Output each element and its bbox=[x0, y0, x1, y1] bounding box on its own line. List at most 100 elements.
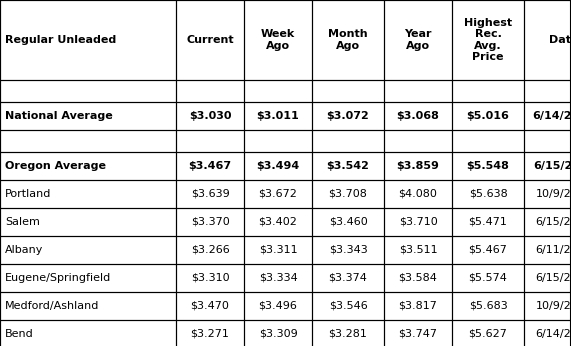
Bar bbox=[244, 130, 312, 152]
Bar bbox=[452, 102, 524, 130]
Text: 6/15/2022: 6/15/2022 bbox=[536, 273, 571, 283]
Text: $5.016: $5.016 bbox=[467, 111, 509, 121]
Bar bbox=[384, 0, 452, 80]
Bar bbox=[524, 152, 571, 180]
Text: $5.627: $5.627 bbox=[469, 329, 508, 339]
Bar bbox=[176, 180, 244, 208]
Text: $3.266: $3.266 bbox=[191, 245, 230, 255]
Bar bbox=[452, 236, 524, 264]
Bar bbox=[244, 0, 312, 80]
Text: 6/15/2022: 6/15/2022 bbox=[533, 161, 571, 171]
Bar bbox=[176, 0, 244, 80]
Text: $5.683: $5.683 bbox=[469, 301, 508, 311]
Text: Month
Ago: Month Ago bbox=[328, 29, 368, 51]
Bar bbox=[524, 80, 571, 102]
Text: $3.710: $3.710 bbox=[399, 217, 437, 227]
Text: $3.467: $3.467 bbox=[188, 161, 232, 171]
Text: $3.309: $3.309 bbox=[259, 329, 297, 339]
Bar bbox=[524, 0, 571, 80]
Text: Salem: Salem bbox=[5, 217, 40, 227]
Text: $3.584: $3.584 bbox=[399, 273, 437, 283]
Bar bbox=[312, 208, 384, 236]
Bar bbox=[384, 130, 452, 152]
Bar bbox=[176, 292, 244, 320]
Text: $3.747: $3.747 bbox=[399, 329, 437, 339]
Text: $3.546: $3.546 bbox=[329, 301, 367, 311]
Bar bbox=[0, 236, 176, 264]
Text: Regular Unleaded: Regular Unleaded bbox=[5, 35, 116, 45]
Bar bbox=[0, 130, 176, 152]
Text: $3.072: $3.072 bbox=[327, 111, 369, 121]
Bar bbox=[244, 292, 312, 320]
Bar bbox=[244, 320, 312, 346]
Text: Date: Date bbox=[549, 35, 571, 45]
Bar bbox=[312, 320, 384, 346]
Text: $3.068: $3.068 bbox=[397, 111, 440, 121]
Bar bbox=[244, 236, 312, 264]
Bar bbox=[384, 208, 452, 236]
Text: $3.030: $3.030 bbox=[189, 111, 231, 121]
Text: $3.402: $3.402 bbox=[259, 217, 297, 227]
Text: Medford/Ashland: Medford/Ashland bbox=[5, 301, 99, 311]
Text: Oregon Average: Oregon Average bbox=[5, 161, 106, 171]
Bar bbox=[524, 292, 571, 320]
Text: Portland: Portland bbox=[5, 189, 51, 199]
Bar bbox=[244, 264, 312, 292]
Bar bbox=[0, 80, 176, 102]
Bar bbox=[176, 208, 244, 236]
Bar bbox=[0, 152, 176, 180]
Text: $3.011: $3.011 bbox=[256, 111, 299, 121]
Bar bbox=[244, 208, 312, 236]
Text: $3.470: $3.470 bbox=[191, 301, 230, 311]
Bar bbox=[0, 264, 176, 292]
Bar bbox=[384, 80, 452, 102]
Text: $3.343: $3.343 bbox=[329, 245, 367, 255]
Text: $3.460: $3.460 bbox=[329, 217, 367, 227]
Bar bbox=[452, 152, 524, 180]
Bar bbox=[0, 292, 176, 320]
Bar bbox=[524, 180, 571, 208]
Text: $3.374: $3.374 bbox=[328, 273, 367, 283]
Text: $5.638: $5.638 bbox=[469, 189, 508, 199]
Text: $4.080: $4.080 bbox=[399, 189, 437, 199]
Bar bbox=[452, 0, 524, 80]
Bar bbox=[452, 264, 524, 292]
Bar bbox=[176, 102, 244, 130]
Bar bbox=[0, 208, 176, 236]
Bar bbox=[384, 264, 452, 292]
Text: Year
Ago: Year Ago bbox=[404, 29, 432, 51]
Text: $3.859: $3.859 bbox=[397, 161, 440, 171]
Text: $3.494: $3.494 bbox=[256, 161, 300, 171]
Bar bbox=[312, 152, 384, 180]
Bar bbox=[244, 80, 312, 102]
Bar bbox=[176, 152, 244, 180]
Text: $3.311: $3.311 bbox=[259, 245, 297, 255]
Text: 10/9/2022: 10/9/2022 bbox=[536, 301, 571, 311]
Bar bbox=[312, 130, 384, 152]
Bar bbox=[244, 180, 312, 208]
Bar bbox=[312, 264, 384, 292]
Text: $3.310: $3.310 bbox=[191, 273, 230, 283]
Bar bbox=[524, 264, 571, 292]
Text: $5.574: $5.574 bbox=[469, 273, 508, 283]
Bar bbox=[452, 80, 524, 102]
Text: $3.271: $3.271 bbox=[191, 329, 230, 339]
Bar bbox=[524, 102, 571, 130]
Text: 10/9/2022: 10/9/2022 bbox=[536, 189, 571, 199]
Text: Current: Current bbox=[186, 35, 234, 45]
Bar bbox=[312, 102, 384, 130]
Bar bbox=[452, 130, 524, 152]
Bar bbox=[176, 80, 244, 102]
Bar bbox=[0, 180, 176, 208]
Text: 6/15/2022: 6/15/2022 bbox=[536, 217, 571, 227]
Text: Bend: Bend bbox=[5, 329, 34, 339]
Bar bbox=[176, 264, 244, 292]
Bar bbox=[524, 320, 571, 346]
Bar bbox=[312, 292, 384, 320]
Bar bbox=[0, 102, 176, 130]
Bar bbox=[244, 102, 312, 130]
Bar bbox=[452, 180, 524, 208]
Bar bbox=[384, 102, 452, 130]
Bar bbox=[524, 130, 571, 152]
Text: Albany: Albany bbox=[5, 245, 43, 255]
